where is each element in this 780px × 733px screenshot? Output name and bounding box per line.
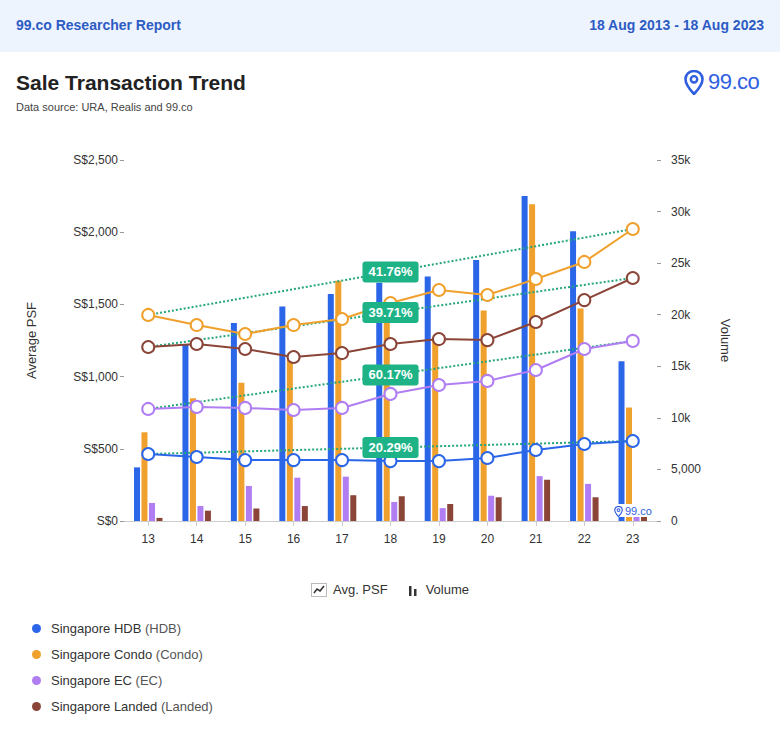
html-text:Singapore Condo (Condo): Singapore Condo (Condo): [51, 647, 203, 663]
svg-text:25k: 25k: [671, 256, 691, 270]
html-text:99.co Researcher Report: 99.co Researcher Report: [16, 17, 181, 33]
svg-text:S$2,000: S$2,000: [73, 225, 118, 239]
html-text:Data source: URA, Realis and 9: Data source: URA, Realis and 99.co: [16, 101, 193, 113]
svg-text:5,000: 5,000: [671, 462, 701, 476]
html-text:99.co: 99.co: [625, 505, 652, 518]
svg-text:20: 20: [481, 532, 495, 546]
svg-text:18: 18: [384, 532, 398, 546]
svg-text:19: 19: [432, 532, 446, 546]
svg-text:S$2,500: S$2,500: [73, 153, 118, 167]
svg-text:16: 16: [287, 532, 301, 546]
svg-text:20.29%: 20.29%: [368, 440, 413, 455]
svg-text:S$1,000: S$1,000: [73, 370, 118, 384]
html-text:99.co: 99.co: [708, 69, 760, 95]
svg-text:39.71%: 39.71%: [368, 305, 413, 320]
svg-text:Volume: Volume: [718, 319, 733, 362]
html-text:Avg. PSF: Avg. PSF: [333, 582, 388, 598]
svg-text:20k: 20k: [671, 308, 691, 322]
svg-text:13: 13: [142, 532, 156, 546]
svg-text:60.17%: 60.17%: [368, 367, 413, 382]
svg-text:15k: 15k: [671, 359, 691, 373]
svg-text:21: 21: [529, 532, 543, 546]
svg-text:22: 22: [578, 532, 592, 546]
svg-text:15: 15: [238, 532, 252, 546]
html-text:Sale Transaction Trend: Sale Transaction Trend: [16, 71, 246, 94]
html-text:Singapore HDB (HDB): Singapore HDB (HDB): [51, 621, 181, 637]
svg-text:17: 17: [335, 532, 349, 546]
svg-text:0: 0: [671, 514, 678, 528]
svg-text:14: 14: [190, 532, 204, 546]
html-text:Volume: Volume: [425, 582, 469, 598]
svg-text:23: 23: [626, 532, 640, 546]
svg-text:10k: 10k: [671, 411, 691, 425]
html-text:Singapore EC (EC): Singapore EC (EC): [51, 673, 163, 689]
svg-text:30k: 30k: [671, 205, 691, 219]
svg-text:S$1,500: S$1,500: [73, 297, 118, 311]
svg-text:S$500: S$500: [83, 442, 118, 456]
html-text:Singapore Landed (Landed): Singapore Landed (Landed): [51, 699, 213, 715]
svg-text:35k: 35k: [671, 153, 691, 167]
svg-text:Average PSF: Average PSF: [24, 302, 39, 379]
svg-text:S$0: S$0: [97, 514, 119, 528]
svg-text:41.76%: 41.76%: [368, 264, 413, 279]
html-text:18 Aug 2013 - 18 Aug 2023: 18 Aug 2013 - 18 Aug 2023: [589, 17, 764, 33]
